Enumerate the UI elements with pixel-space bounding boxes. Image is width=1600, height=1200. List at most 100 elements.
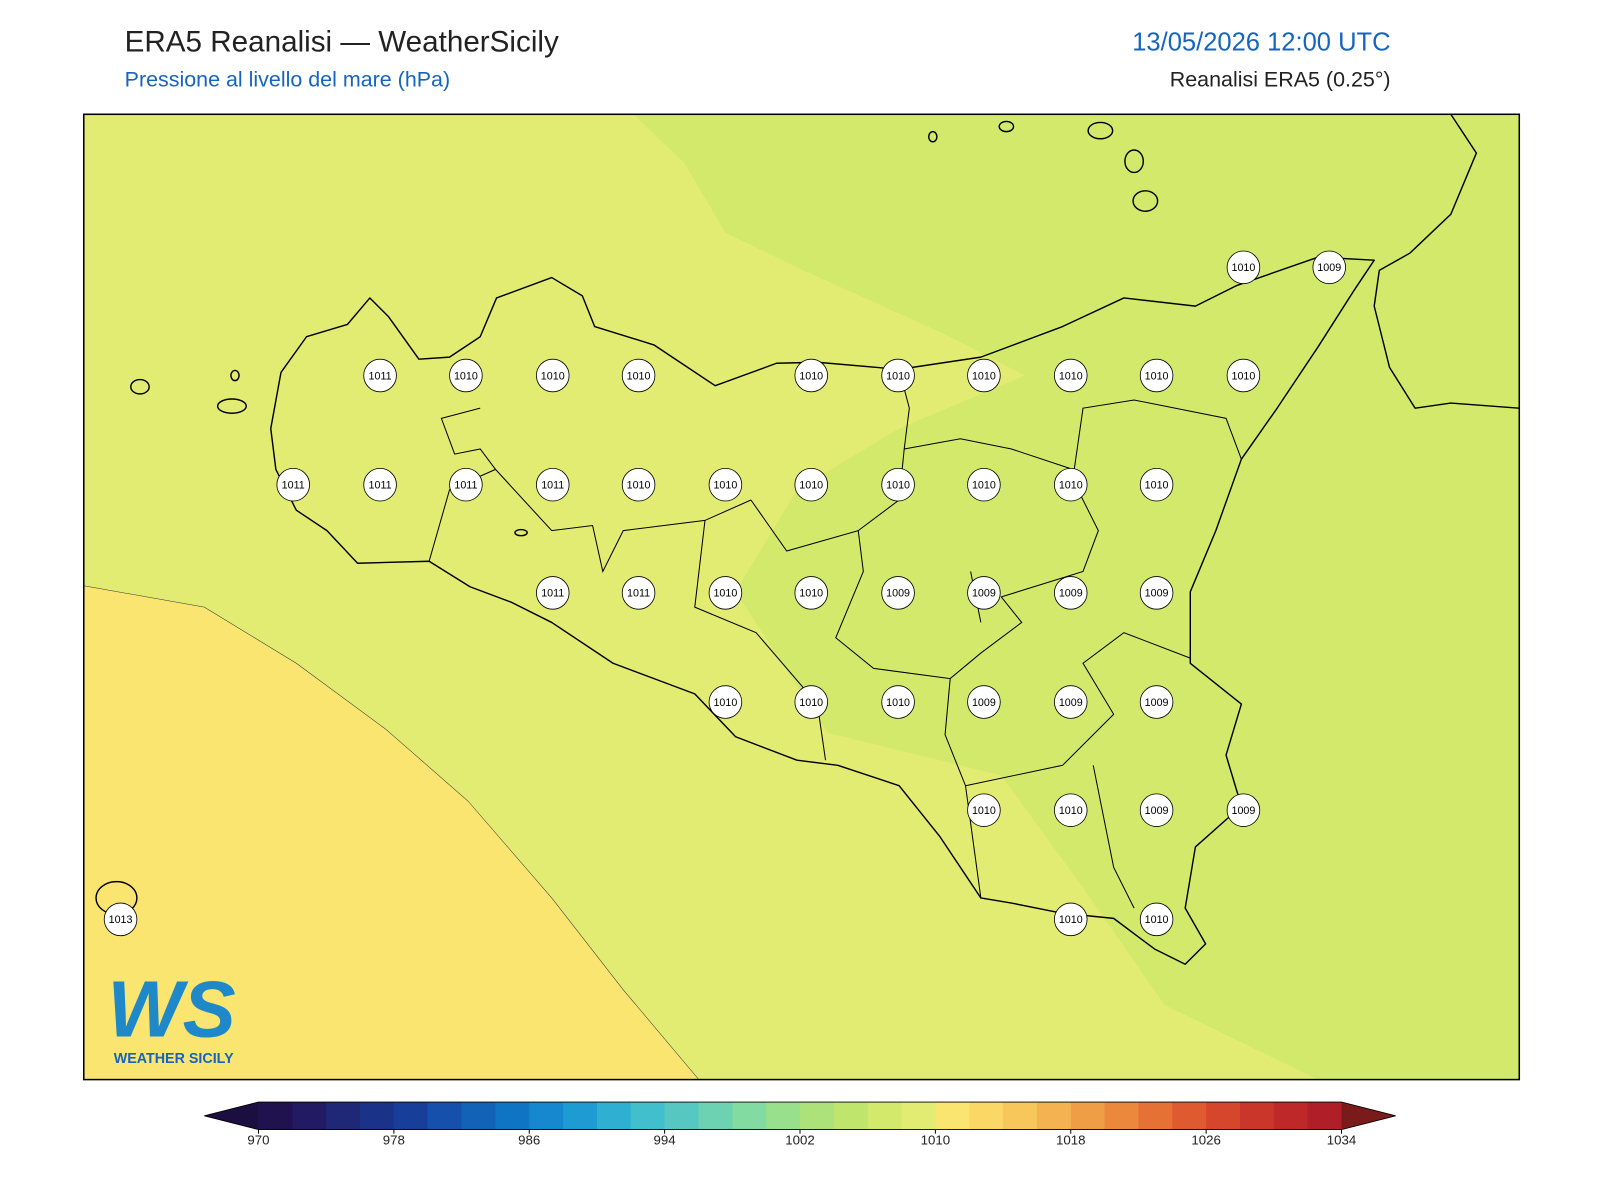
station-marker bbox=[1053, 685, 1088, 719]
station-marker bbox=[708, 685, 743, 719]
station: 1010 bbox=[794, 467, 828, 502]
station-marker bbox=[1053, 902, 1088, 937]
source: Reanalisi ERA5 (0.25°) bbox=[1170, 67, 1391, 91]
station-value: 1010 bbox=[799, 370, 823, 382]
map-frame bbox=[83, 113, 1521, 1081]
station-value: 1010 bbox=[627, 370, 651, 382]
station-value: 1010 bbox=[627, 480, 651, 492]
colorbar-bin bbox=[766, 1102, 801, 1130]
colorbar-bin bbox=[1104, 1102, 1139, 1130]
colorbar-tick-label: 978 bbox=[383, 1132, 405, 1147]
station: 1011 bbox=[621, 576, 656, 610]
logo-name: WEATHER SICILY bbox=[114, 1051, 234, 1067]
station-marker bbox=[881, 467, 915, 502]
station-marker bbox=[621, 576, 656, 610]
station-marker bbox=[1139, 358, 1174, 393]
station-value: 1010 bbox=[799, 697, 823, 709]
station-marker bbox=[1139, 793, 1174, 827]
colorbar-bin bbox=[393, 1102, 429, 1130]
colorbar-bin bbox=[1239, 1102, 1275, 1130]
station-value: 1009 bbox=[1059, 588, 1083, 600]
station-marker bbox=[535, 467, 570, 502]
colorbar-bin bbox=[1003, 1102, 1038, 1130]
station-marker bbox=[967, 685, 1001, 719]
station-value: 1010 bbox=[1059, 370, 1083, 382]
colorbar-bin bbox=[427, 1102, 463, 1130]
colorbar-bin bbox=[360, 1102, 395, 1130]
station: 1010 bbox=[708, 576, 743, 610]
station-marker bbox=[535, 576, 570, 610]
colorbar-tick-label: 994 bbox=[654, 1132, 676, 1147]
station-marker bbox=[967, 358, 1001, 393]
station-value: 1011 bbox=[454, 480, 477, 492]
station-marker bbox=[449, 358, 483, 393]
colorbar-bin bbox=[1036, 1102, 1072, 1130]
colorbar-tick-label: 986 bbox=[518, 1132, 540, 1147]
station: 1010 bbox=[535, 358, 570, 393]
station: 1010 bbox=[708, 685, 743, 719]
station-marker bbox=[1312, 250, 1347, 285]
station: 1009 bbox=[1139, 793, 1174, 827]
station-value: 1009 bbox=[1145, 588, 1169, 600]
station: 1010 bbox=[621, 358, 656, 393]
station: 1010 bbox=[794, 358, 828, 393]
station-value: 1009 bbox=[1145, 697, 1169, 709]
colorbar-bin bbox=[495, 1102, 530, 1130]
station: 1009 bbox=[967, 576, 1001, 610]
station-value: 1013 bbox=[109, 914, 133, 926]
colorbar: 970 978 986 994 1002 1010 1018 1026 1034 bbox=[204, 1101, 1396, 1147]
colorbar-bin bbox=[698, 1102, 733, 1130]
station-marker bbox=[363, 358, 397, 393]
station-value: 1010 bbox=[972, 480, 996, 492]
station: 1009 bbox=[1139, 576, 1174, 610]
station-value: 1011 bbox=[282, 480, 305, 492]
station-marker bbox=[535, 358, 570, 393]
station: 1009 bbox=[1139, 685, 1174, 719]
station: 1011 bbox=[449, 467, 483, 502]
station: 1013 bbox=[103, 902, 138, 937]
station-value: 1011 bbox=[369, 370, 392, 382]
station: 1010 bbox=[621, 467, 656, 502]
colorbar-tick-label: 970 bbox=[247, 1132, 269, 1147]
colorbar-bin bbox=[529, 1102, 564, 1130]
station: 1009 bbox=[881, 576, 915, 610]
station-marker bbox=[881, 685, 915, 719]
station-value: 1009 bbox=[1317, 262, 1341, 274]
station-marker bbox=[1139, 902, 1174, 937]
station: 1010 bbox=[967, 793, 1001, 827]
station-marker bbox=[881, 576, 915, 610]
logo: WS WEATHER SICILY bbox=[107, 964, 235, 1067]
station-value: 1009 bbox=[1231, 805, 1255, 817]
station-marker bbox=[1053, 576, 1088, 610]
colorbar-tick-label: 1026 bbox=[1191, 1132, 1221, 1147]
station: 1009 bbox=[1053, 685, 1088, 719]
station-marker bbox=[1053, 793, 1088, 827]
colorbar-bin bbox=[596, 1102, 632, 1130]
station-marker bbox=[881, 358, 915, 393]
station: 1009 bbox=[1226, 793, 1261, 827]
station: 1011 bbox=[363, 358, 397, 393]
station-value: 1010 bbox=[713, 697, 737, 709]
station-value: 1011 bbox=[541, 480, 564, 492]
station-marker bbox=[276, 467, 310, 502]
station: 1010 bbox=[1139, 467, 1174, 502]
station-value: 1010 bbox=[713, 588, 737, 600]
station-value: 1009 bbox=[972, 697, 996, 709]
colorbar-bin bbox=[1273, 1102, 1309, 1130]
station: 1009 bbox=[967, 685, 1001, 719]
colorbar-bin bbox=[969, 1102, 1004, 1130]
colorbar-tick-label: 1034 bbox=[1327, 1132, 1357, 1147]
colorbar-bin bbox=[461, 1102, 496, 1130]
station-value: 1010 bbox=[1059, 914, 1083, 926]
station-marker bbox=[1053, 358, 1088, 393]
station-value: 1009 bbox=[886, 588, 910, 600]
station-marker bbox=[103, 902, 138, 937]
colorbar-bin bbox=[630, 1102, 666, 1130]
station-value: 1011 bbox=[541, 588, 564, 600]
station-marker bbox=[1226, 358, 1261, 393]
station-marker bbox=[794, 358, 828, 393]
station: 1010 bbox=[1139, 358, 1174, 393]
station-marker bbox=[1139, 576, 1174, 610]
